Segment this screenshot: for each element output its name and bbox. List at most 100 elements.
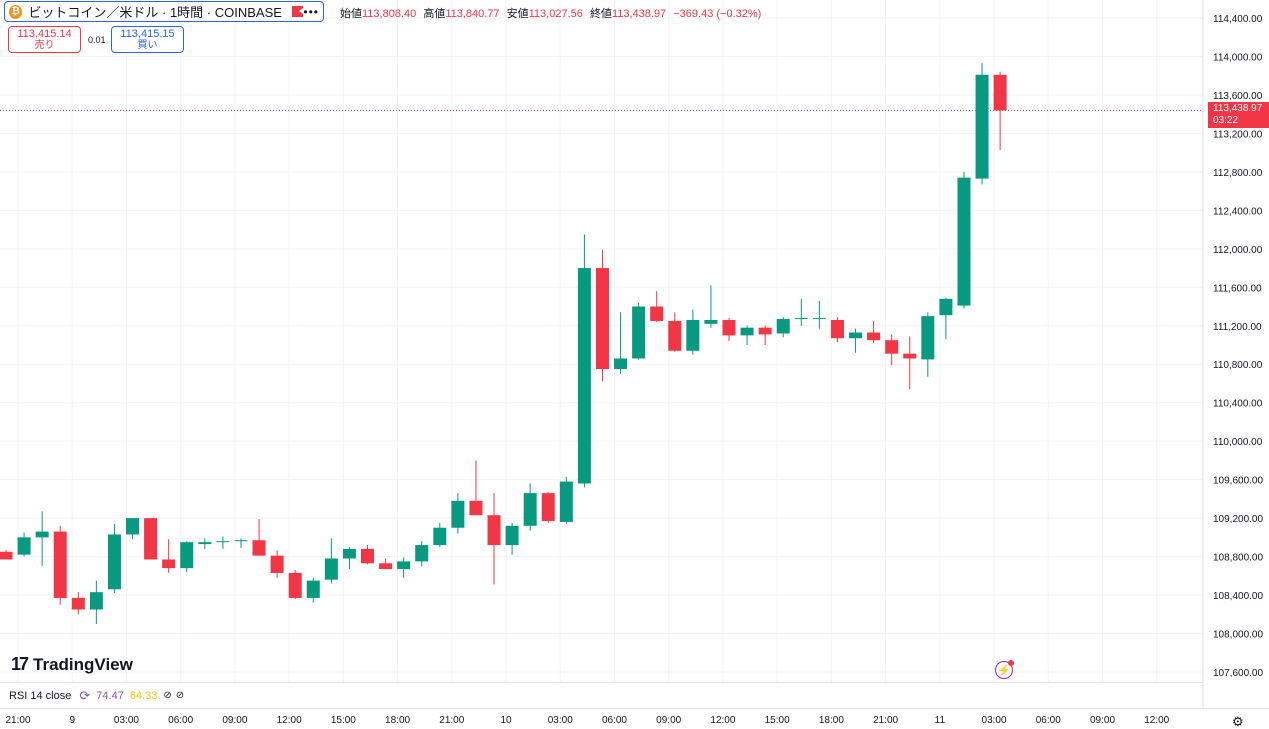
candle-body <box>867 332 881 341</box>
candle-body <box>957 177 971 306</box>
lightning-icon[interactable]: ⚡ <box>995 660 1014 679</box>
candle-body <box>107 534 121 590</box>
y-tick-label: 113,600.00 <box>1213 91 1263 102</box>
x-tick-label: 09:00 <box>222 715 247 726</box>
candle-body <box>306 580 320 598</box>
spread-value: 0.01 <box>88 35 106 45</box>
y-tick-label: 112,400.00 <box>1213 206 1263 217</box>
x-tick-label: 15:00 <box>331 715 356 726</box>
y-tick-label: 110,000.00 <box>1213 437 1263 448</box>
candle-body <box>740 327 754 336</box>
candle-body <box>523 493 537 526</box>
candle-body <box>451 500 465 528</box>
x-tick-label: 09:00 <box>656 715 681 726</box>
candle-body <box>252 540 266 556</box>
candle-body <box>577 268 591 484</box>
candle-body <box>71 597 85 610</box>
x-tick-label: 21:00 <box>873 715 898 726</box>
more-options-icon[interactable]: ••• <box>303 4 319 19</box>
x-tick-label: 06:00 <box>1036 715 1061 726</box>
rsi-name[interactable]: RSI 14 close <box>9 689 72 702</box>
x-tick-label: 18:00 <box>385 715 410 726</box>
candle-body <box>830 319 844 339</box>
y-tick-label: 110,800.00 <box>1213 360 1263 371</box>
y-tick-label: 113,200.00 <box>1213 129 1263 140</box>
y-tick-label: 112,000.00 <box>1213 245 1263 256</box>
candle-body <box>35 531 49 538</box>
flag-icon[interactable] <box>291 6 304 17</box>
candle-body <box>89 592 103 610</box>
ohlc-readout: 始値113,808.40 高値113,840.77 安値113,027.56 終… <box>340 5 765 21</box>
x-tick-label: 18:00 <box>819 715 844 726</box>
candle-body <box>921 316 935 360</box>
tradingview-logo[interactable]: 17 TradingView <box>11 654 133 675</box>
candle-body <box>342 548 356 559</box>
sell-button[interactable]: 113,415.14 売り <box>8 26 81 53</box>
buy-label: 買い <box>137 40 158 51</box>
candle-body <box>975 74 989 179</box>
candle-body <box>216 541 230 543</box>
candle-body <box>487 515 501 546</box>
candle-body <box>939 298 953 316</box>
candle-body <box>198 542 212 545</box>
candle-body <box>162 559 176 569</box>
candle-body <box>704 319 718 324</box>
symbol-title-box[interactable]: ₿ ビットコイン／米ドル · 1時間 · COINBASE ••• <box>4 1 324 22</box>
candle-body <box>361 548 374 564</box>
high-value: 113,840.77 <box>445 8 500 20</box>
x-tick-label: 15:00 <box>765 715 790 726</box>
low-label: 安値 <box>506 8 529 20</box>
candle-body <box>0 551 13 560</box>
sell-label: 売り <box>34 40 55 51</box>
x-tick-label: 10 <box>500 715 512 726</box>
high-label: 高値 <box>423 8 446 20</box>
y-tick-label: 108,400.00 <box>1213 591 1263 602</box>
candle-body <box>433 527 447 546</box>
y-tick-label: 108,800.00 <box>1213 553 1263 564</box>
x-tick-label: 11 <box>935 715 946 726</box>
candle-body <box>686 319 700 351</box>
y-tick-label: 111,200.00 <box>1213 322 1262 333</box>
candle-body <box>614 358 628 370</box>
x-tick-label: 03:00 <box>114 715 139 726</box>
no-entry-icon-2[interactable]: ⊘ <box>175 690 185 701</box>
candle-body <box>180 542 194 569</box>
candle-body <box>794 318 808 320</box>
candle-body <box>126 518 140 535</box>
candle-body <box>632 306 646 359</box>
x-tick-label: 12:00 <box>1144 715 1169 726</box>
x-tick-label: 03:00 <box>982 715 1007 726</box>
tradingview-text: TradingView <box>33 654 133 674</box>
candle-body <box>885 340 899 354</box>
candle-body <box>270 555 284 573</box>
y-tick-label: 111,600.00 <box>1213 283 1262 294</box>
x-tick-label: 12:00 <box>710 715 735 726</box>
x-tick-label: 9 <box>69 715 75 726</box>
x-tick-label: 12:00 <box>277 715 302 726</box>
rsi-sync-icon[interactable]: ⟳ <box>79 687 91 703</box>
no-entry-icon[interactable]: ⊘ <box>163 690 172 701</box>
candle-body <box>288 572 302 598</box>
buy-button[interactable]: 113,415.15 買い <box>111 26 184 53</box>
candle-body <box>993 74 1007 111</box>
candle-body <box>324 558 338 580</box>
time-axis[interactable] <box>0 708 1269 729</box>
low-value: 113,027.56 <box>528 8 583 20</box>
y-tick-label: 107,600.00 <box>1213 668 1263 679</box>
x-tick-label: 03:00 <box>548 715 573 726</box>
candle-body <box>469 500 483 516</box>
x-tick-label: 09:00 <box>1090 715 1115 726</box>
open-label: 始値 <box>340 8 362 20</box>
candle-body <box>758 327 772 335</box>
symbol-title: ビットコイン／米ドル · 1時間 · COINBASE <box>28 5 282 20</box>
bitcoin-icon: ₿ <box>9 4 23 19</box>
x-tick-label: 06:00 <box>602 715 627 726</box>
y-tick-label: 108,000.00 <box>1213 630 1263 641</box>
x-tick-label: 21:00 <box>5 715 30 726</box>
y-tick-label: 109,600.00 <box>1213 476 1263 487</box>
candle-body <box>397 561 411 570</box>
candle-body <box>144 518 158 560</box>
settings-icon[interactable]: ⚙ <box>1232 714 1244 729</box>
buy-price: 113,415.15 <box>120 28 175 40</box>
